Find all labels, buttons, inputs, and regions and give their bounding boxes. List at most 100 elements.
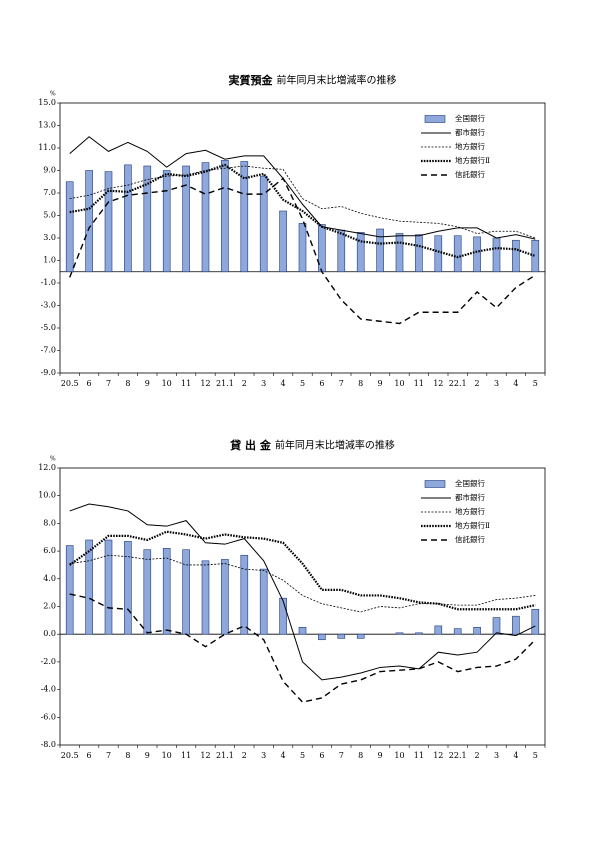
line-series [69,165,536,239]
line-series [69,593,536,703]
bar [65,181,74,273]
bar [492,617,501,635]
x-tick-label: 21.1 [216,379,234,388]
y-tick-label: 1.0 [43,256,56,265]
x-tick-label: 10 [162,379,172,388]
y-unit: % [50,456,56,463]
bar [201,560,210,635]
bar [240,554,249,635]
bar [395,632,404,635]
chart-title: 貸 出 金 [229,438,272,452]
x-tick-label: 7 [106,379,111,388]
y-tick-label: 11.0 [38,143,56,152]
x-tick-label: 21.1 [216,751,234,760]
legend-label: 全国銀行 [455,478,485,488]
bar [512,615,520,635]
line-series [69,530,536,611]
bar [240,161,249,273]
y-tick-label: 12.0 [38,463,56,472]
y-unit: % [50,91,56,98]
bar [318,633,326,641]
bar [221,160,229,273]
x-tick-label: 9 [378,751,383,760]
chart-subtitle: 前年同月末比増減率の推移 [275,439,395,452]
bar [104,171,113,273]
x-tick-label: 6 [319,379,324,388]
x-tick-label: 11 [181,751,191,760]
x-tick-label: 22.1 [449,379,467,388]
y-tick-label: -2.0 [41,657,56,666]
bar [434,235,443,273]
line-series [69,503,536,681]
bar [395,233,404,273]
bar [453,235,462,273]
bar [356,633,365,639]
x-tick-label: 3 [494,751,499,760]
y-tick-label: -1.0 [41,278,56,287]
x-tick-label: 12 [433,751,443,760]
line-series [69,554,536,613]
x-tick-label: 9 [145,751,150,760]
bar [473,626,481,635]
legend-swatch [424,115,446,123]
x-tick-label: 9 [378,379,383,388]
bar [143,549,152,635]
bar [124,164,132,273]
bar [124,541,132,635]
bar [356,232,365,273]
bar [104,539,113,635]
bar [298,223,307,273]
x-tick-label: 10 [394,751,404,760]
x-tick-label: 10 [394,379,404,388]
bar [434,625,443,635]
x-tick-label: 2 [242,379,247,388]
bar [221,559,229,635]
bar [531,239,540,273]
chart-subtitle: 前年同月末比増減率の推移 [277,74,397,87]
y-tick-label: 0.0 [43,629,56,638]
legend-label: 地方銀行 [455,141,485,151]
x-tick-label: 5 [300,751,305,760]
x-tick-label: 8 [358,379,363,388]
x-tick-label: 5 [533,379,538,388]
x-tick-label: 7 [106,751,111,760]
y-tick-label: -3.0 [41,301,56,310]
legend-label: 信託銀行 [455,534,485,544]
bar [279,597,287,635]
x-tick-label: 2 [242,751,247,760]
bar [182,549,190,635]
y-tick-label: 8.0 [43,518,56,527]
y-tick-label: 9.0 [43,166,56,175]
y-tick-label: -5.0 [41,323,56,332]
x-tick-label: 2 [475,379,480,388]
x-tick-label: 3 [494,379,499,388]
y-tick-label: 13.0 [38,121,56,130]
x-tick-label: 8 [125,379,130,388]
bar [65,545,74,635]
x-tick-label: 8 [358,751,363,760]
x-tick-label: 5 [533,751,538,760]
y-tick-label: -8.0 [41,740,56,749]
line-series [69,177,536,325]
y-tick-label: -9.0 [41,368,56,377]
bar [512,239,520,273]
bar [453,628,462,635]
legend-label: 都市銀行 [455,127,485,137]
y-tick-label: 10.0 [38,491,56,500]
y-tick-label: 4.0 [43,574,56,583]
x-tick-label: 4 [281,379,286,388]
bar [337,229,346,273]
x-tick-label: 20.5 [61,751,79,760]
x-tick-label: 7 [339,751,344,760]
bar [143,165,152,273]
x-tick-label: 20.5 [61,379,79,388]
bar [279,210,287,273]
x-tick-label: 11 [181,379,191,388]
bar [298,626,307,635]
bar [473,236,481,273]
chart-title: 実質預金 [229,73,274,87]
bar [415,632,423,635]
x-tick-label: 12 [200,379,210,388]
x-tick-label: 11 [414,379,424,388]
